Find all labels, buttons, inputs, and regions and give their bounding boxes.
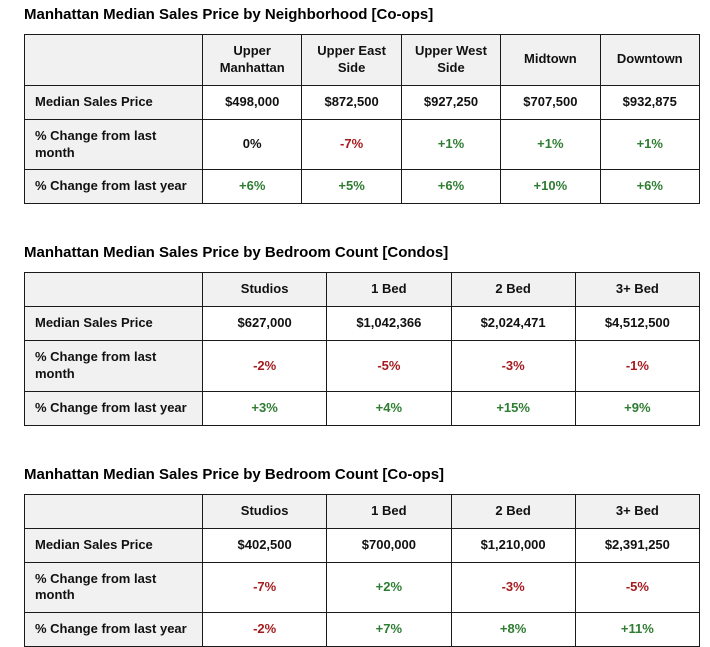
value-cell: 0% bbox=[201, 118, 303, 171]
value-cell: +2% bbox=[326, 561, 452, 614]
section-bedroom-condos: Manhattan Median Sales Price by Bedroom … bbox=[24, 244, 701, 426]
value-cell: +6% bbox=[400, 169, 502, 205]
header-row: Studios 1 Bed 2 Bed 3+ Bed bbox=[24, 272, 701, 308]
value-cell: $1,042,366 bbox=[326, 306, 452, 342]
row-label: % Change from last month bbox=[24, 118, 203, 171]
value-cell: +1% bbox=[599, 118, 701, 171]
corner-cell bbox=[24, 493, 203, 529]
row-label: Median Sales Price bbox=[24, 306, 203, 342]
row-label: Median Sales Price bbox=[24, 84, 203, 120]
value-cell: -7% bbox=[201, 561, 328, 614]
row-label: Median Sales Price bbox=[24, 527, 203, 563]
value-cell: $700,000 bbox=[326, 527, 452, 563]
table-row: % Change from last year -2% +7% +8% +11% bbox=[24, 612, 701, 647]
value-cell: $627,000 bbox=[201, 306, 328, 342]
column-header: Upper West Side bbox=[400, 34, 502, 86]
value-cell: $707,500 bbox=[500, 84, 601, 120]
value-cell: -1% bbox=[574, 340, 701, 392]
bedroom-condos-table: Studios 1 Bed 2 Bed 3+ Bed Median Sales Pric… bbox=[24, 272, 701, 426]
table-row: % Change from last year +3% +4% +15% +9% bbox=[24, 390, 701, 426]
table-title-neighborhood-coops: Manhattan Median Sales Price by Neighbor… bbox=[24, 6, 434, 23]
table-row: Median Sales Price $402,500 $700,000 $1,210… bbox=[24, 527, 701, 563]
column-header: 1 Bed bbox=[326, 272, 452, 308]
corner-cell bbox=[24, 34, 203, 86]
column-header: 2 Bed bbox=[450, 493, 576, 529]
column-header: 3+ Bed bbox=[574, 493, 701, 529]
value-cell: +10% bbox=[500, 169, 601, 205]
row-label: % Change from last year bbox=[24, 390, 203, 426]
column-header: 1 Bed bbox=[326, 493, 452, 529]
table-row: % Change from last month -2% -5% -3% -1% bbox=[24, 340, 701, 392]
value-cell: +4% bbox=[326, 390, 452, 426]
value-cell: $2,024,471 bbox=[450, 306, 576, 342]
column-header: 3+ Bed bbox=[574, 272, 701, 308]
value-cell: -7% bbox=[301, 118, 402, 171]
value-cell: +7% bbox=[326, 612, 452, 647]
value-cell: -5% bbox=[574, 561, 701, 614]
value-cell: $4,512,500 bbox=[574, 306, 701, 342]
value-cell: -3% bbox=[450, 561, 576, 614]
column-header: Studios bbox=[201, 493, 328, 529]
row-label: % Change from last month bbox=[24, 561, 203, 614]
value-cell: +6% bbox=[201, 169, 303, 205]
value-cell: $932,875 bbox=[599, 84, 701, 120]
section-bedroom-coops: Manhattan Median Sales Price by Bedroom … bbox=[24, 465, 701, 647]
value-cell: -5% bbox=[326, 340, 452, 392]
value-cell: +8% bbox=[450, 612, 576, 647]
value-cell: +15% bbox=[450, 390, 576, 426]
section-neighborhood-coops: Manhattan Median Sales Price by Neighbor… bbox=[24, 6, 701, 205]
value-cell: +6% bbox=[599, 169, 701, 205]
table-row: Median Sales Price $627,000 $1,042,366 $2,0… bbox=[24, 306, 701, 342]
value-cell: -2% bbox=[201, 340, 328, 392]
row-label: % Change from last year bbox=[24, 612, 203, 647]
value-cell: $1,210,000 bbox=[450, 527, 576, 563]
column-header: Downtown bbox=[599, 34, 701, 86]
column-header: Studios bbox=[201, 272, 328, 308]
row-label: % Change from last month bbox=[24, 340, 203, 392]
value-cell: -2% bbox=[201, 612, 328, 647]
value-cell: +11% bbox=[574, 612, 701, 647]
header-row: Studios 1 Bed 2 Bed 3+ Bed bbox=[24, 493, 701, 529]
column-header: Midtown bbox=[500, 34, 601, 86]
table-title-bedroom-condos: Manhattan Median Sales Price by Bedroom … bbox=[24, 244, 449, 262]
value-cell: +1% bbox=[400, 118, 502, 171]
value-cell: +3% bbox=[201, 390, 328, 426]
table-row: Median Sales Price $498,000 $872,500 $927,2… bbox=[24, 84, 701, 120]
column-header: Upper Manhattan bbox=[201, 34, 303, 86]
table-row: % Change from last year +6% +5% +6% +10% +6% bbox=[24, 169, 701, 205]
column-header: Upper East Side bbox=[301, 34, 402, 86]
value-cell: $872,500 bbox=[301, 84, 402, 120]
header-row: Upper Manhattan Upper East Side Upper West… bbox=[24, 34, 701, 86]
table-row: % Change from last month -7% +2% -3% -5% bbox=[24, 561, 701, 614]
corner-cell bbox=[24, 272, 203, 308]
table-title-bedroom-coops: Manhattan Median Sales Price by Bedroom … bbox=[24, 465, 445, 483]
value-cell: $2,391,250 bbox=[574, 527, 701, 563]
value-cell: $927,250 bbox=[400, 84, 502, 120]
value-cell: +1% bbox=[500, 118, 601, 171]
column-header: 2 Bed bbox=[450, 272, 576, 308]
value-cell: -3% bbox=[450, 340, 576, 392]
value-cell: $402,500 bbox=[201, 527, 328, 563]
value-cell: +5% bbox=[301, 169, 402, 205]
value-cell: $498,000 bbox=[201, 84, 303, 120]
bedroom-coops-table: Studios 1 Bed 2 Bed 3+ Bed Median Sales Pric… bbox=[24, 493, 701, 647]
value-cell: +9% bbox=[574, 390, 701, 426]
row-label: % Change from last year bbox=[24, 169, 203, 205]
table-row: % Change from last month 0% -7% +1% +1% +1% bbox=[24, 118, 701, 171]
neighborhood-coops-table: Upper Manhattan Upper East Side Upper West… bbox=[24, 34, 701, 205]
